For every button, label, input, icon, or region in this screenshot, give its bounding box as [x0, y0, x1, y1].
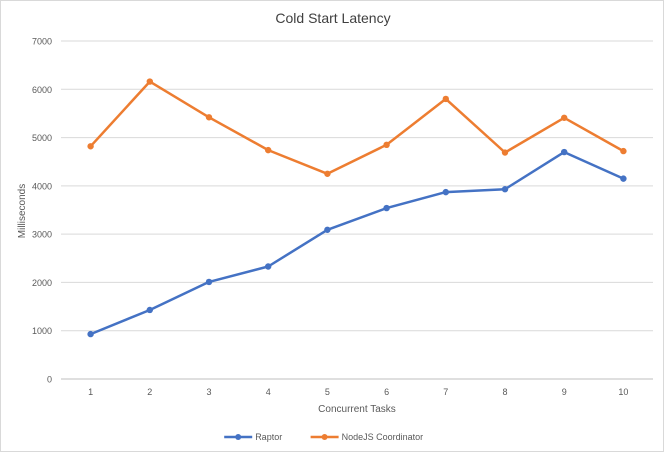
x-axis-label: Concurrent Tasks — [318, 404, 396, 415]
data-point — [383, 204, 390, 212]
legend-label: NodeJS Coordinator — [342, 432, 424, 442]
data-point — [87, 330, 94, 338]
y-tick-label: 0 — [47, 375, 52, 385]
data-point — [205, 278, 213, 286]
data-point — [205, 114, 213, 121]
data-point — [324, 226, 331, 233]
data-point — [561, 148, 568, 156]
chart-title: Cold Start Latency — [275, 10, 390, 26]
y-tick-label: 4000 — [32, 181, 52, 191]
y-tick-labels: 0 1000 2000 3000 4000 5000 6000 7000 — [32, 37, 52, 385]
x-tick-label: 9 — [562, 387, 567, 397]
y-tick-label: 1000 — [32, 326, 52, 336]
series — [87, 78, 627, 338]
y-tick-label: 5000 — [32, 133, 52, 143]
legend-marker — [321, 434, 328, 440]
x-tick-label: 8 — [502, 387, 507, 397]
y-tick-label: 6000 — [32, 85, 52, 95]
series-line — [89, 150, 625, 336]
data-point — [442, 188, 449, 196]
data-point — [620, 175, 627, 182]
data-point — [501, 186, 509, 193]
gridlines — [61, 40, 653, 332]
x-tick-label: 7 — [443, 387, 448, 397]
data-point — [146, 78, 153, 85]
legend-marker — [235, 434, 242, 440]
y-tick-label: 2000 — [32, 278, 52, 288]
x-tick-label: 5 — [325, 387, 330, 397]
y-tick-label: 7000 — [32, 37, 52, 47]
data-point — [620, 147, 627, 155]
data-point — [501, 149, 509, 156]
data-point — [383, 141, 390, 149]
data-point — [87, 143, 94, 150]
y-tick-label: 3000 — [32, 230, 52, 240]
x-tick-labels: 1 2 3 4 5 6 7 8 9 10 — [88, 387, 628, 397]
x-tick-label: 4 — [266, 387, 271, 397]
data-point — [265, 263, 272, 270]
legend: Raptor NodeJS Coordinator — [224, 432, 423, 442]
data-point — [442, 95, 449, 103]
x-tick-label: 1 — [88, 387, 93, 397]
x-tick-label: 6 — [384, 387, 389, 397]
x-tick-label: 2 — [147, 387, 152, 397]
legend-item: Raptor — [224, 432, 282, 442]
legend-label: Raptor — [255, 432, 282, 442]
x-tick-label: 10 — [618, 387, 628, 397]
data-point — [324, 170, 331, 177]
data-point — [561, 114, 568, 121]
y-axis-label: Milliseconds — [17, 184, 28, 238]
legend-item: NodeJS Coordinator — [310, 432, 424, 442]
data-point — [146, 306, 153, 314]
x-tick-label: 3 — [206, 387, 211, 397]
data-point — [265, 146, 272, 154]
series-line — [89, 80, 625, 176]
